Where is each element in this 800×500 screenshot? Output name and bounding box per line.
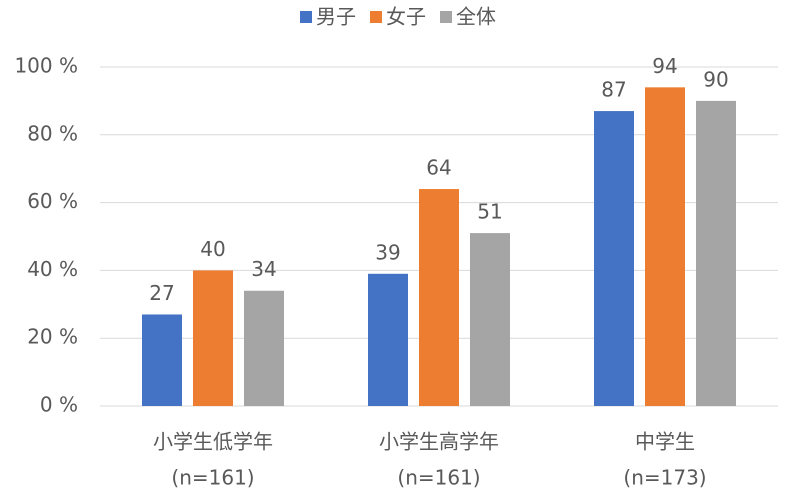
- data-label: 64: [426, 156, 451, 180]
- legend-label: 男子: [316, 5, 356, 29]
- x-tick-label: (n=161): [397, 466, 480, 490]
- y-tick-label: 80 %: [27, 121, 78, 145]
- bar: [244, 290, 284, 406]
- data-label: 51: [477, 200, 502, 224]
- bar: [696, 100, 736, 407]
- data-label: 40: [200, 237, 225, 261]
- bar: [368, 273, 408, 406]
- x-tick-label: 小学生低学年: [153, 430, 273, 454]
- legend-swatch: [440, 11, 452, 23]
- bar: [142, 314, 182, 406]
- data-label: 90: [703, 67, 728, 91]
- bar: [645, 87, 685, 406]
- x-tick-label: 小学生高学年: [379, 430, 499, 454]
- x-tick-label: (n=173): [623, 466, 706, 490]
- data-label: 39: [375, 240, 400, 264]
- y-tick-label: 100 %: [14, 54, 78, 78]
- data-label: 27: [149, 281, 174, 305]
- bar: [470, 233, 510, 406]
- legend-label: 全体: [456, 5, 496, 29]
- data-label: 87: [601, 78, 626, 102]
- x-tick-label: (n=161): [171, 466, 254, 490]
- data-label: 34: [251, 257, 276, 281]
- legend-swatch: [300, 11, 312, 23]
- bar: [419, 189, 459, 406]
- legend-label: 女子: [386, 5, 426, 29]
- bar: [193, 270, 233, 406]
- data-label: 94: [652, 54, 677, 78]
- x-tick-label: 中学生: [635, 430, 695, 454]
- y-tick-label: 20 %: [27, 325, 78, 349]
- bar: [594, 111, 634, 406]
- y-tick-label: 60 %: [27, 189, 78, 213]
- y-tick-label: 0 %: [40, 393, 78, 417]
- y-tick-label: 40 %: [27, 257, 78, 281]
- legend-swatch: [370, 11, 382, 23]
